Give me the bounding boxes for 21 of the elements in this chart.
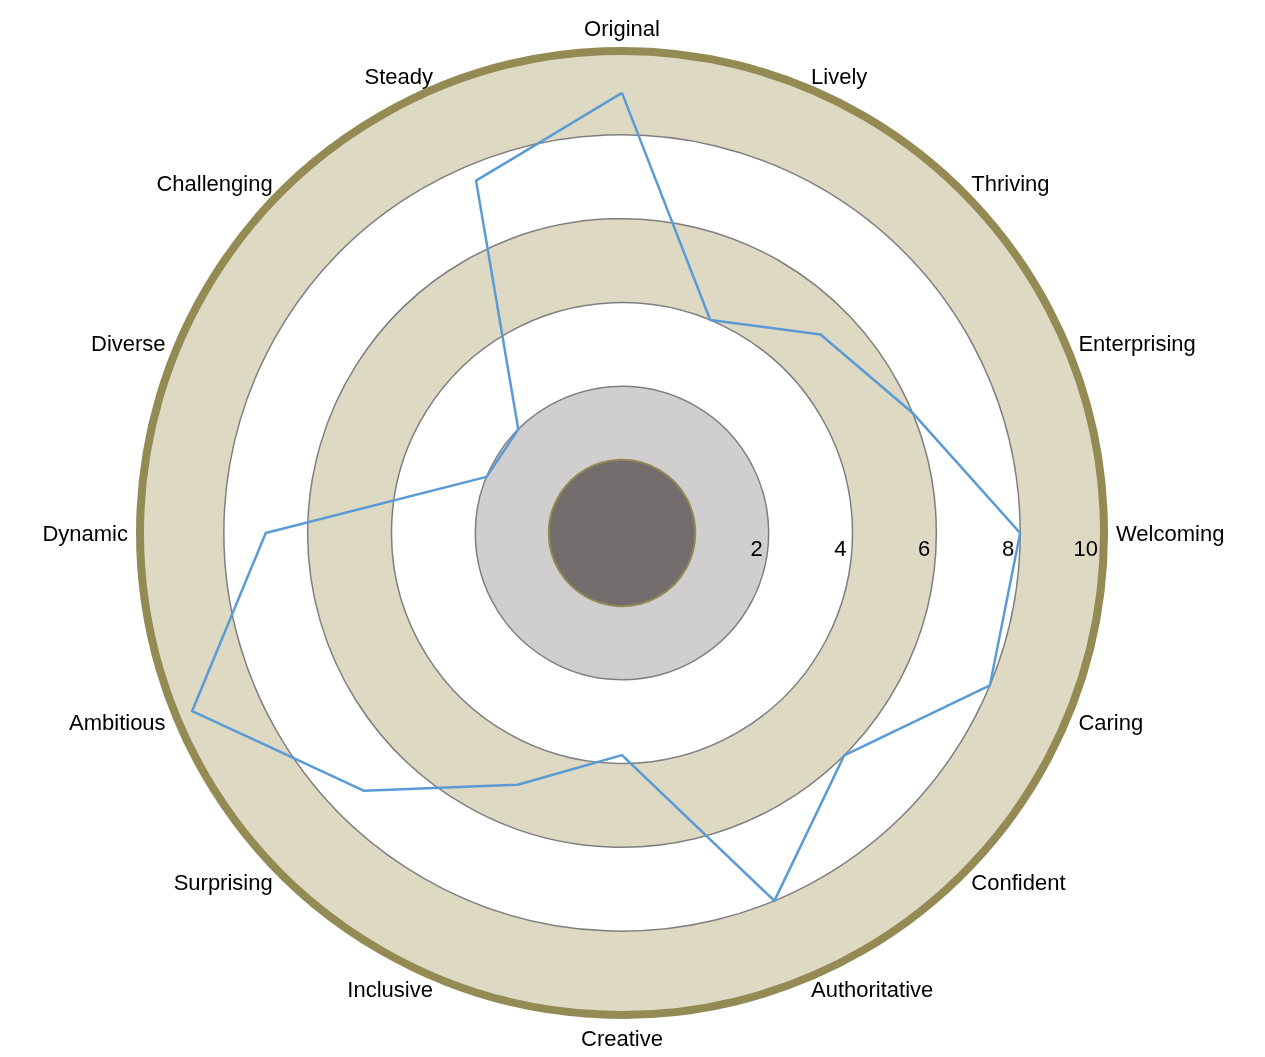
spoke-label: Ambitious bbox=[69, 709, 166, 735]
spoke-label: Creative bbox=[581, 1025, 663, 1051]
y-tick-label: 2 bbox=[750, 535, 763, 561]
spoke-label: Dynamic bbox=[42, 520, 128, 546]
spoke-label: Lively bbox=[811, 64, 868, 90]
spoke-label: Inclusive bbox=[347, 976, 433, 1002]
y-tick-label: 4 bbox=[834, 535, 847, 561]
spoke-label: Authoritative bbox=[811, 976, 934, 1002]
y-tick-label: 6 bbox=[918, 535, 931, 561]
spoke-label: Surprising bbox=[173, 869, 273, 895]
spoke-label: Caring bbox=[1078, 709, 1144, 735]
spoke-label: Confident bbox=[971, 869, 1066, 895]
spoke-label: Steady bbox=[364, 64, 433, 90]
y-tick-label: 8 bbox=[1001, 535, 1015, 561]
spoke-label: Welcoming bbox=[1116, 520, 1225, 546]
spoke-label: Enterprising bbox=[1078, 331, 1196, 357]
spoke-label: Diverse bbox=[91, 331, 166, 357]
spoke-label: Original bbox=[584, 15, 660, 41]
spoke-label: Thriving bbox=[971, 171, 1050, 197]
spoke-label: Challenging bbox=[156, 171, 273, 197]
y-tick-label: 10 bbox=[1073, 535, 1098, 561]
